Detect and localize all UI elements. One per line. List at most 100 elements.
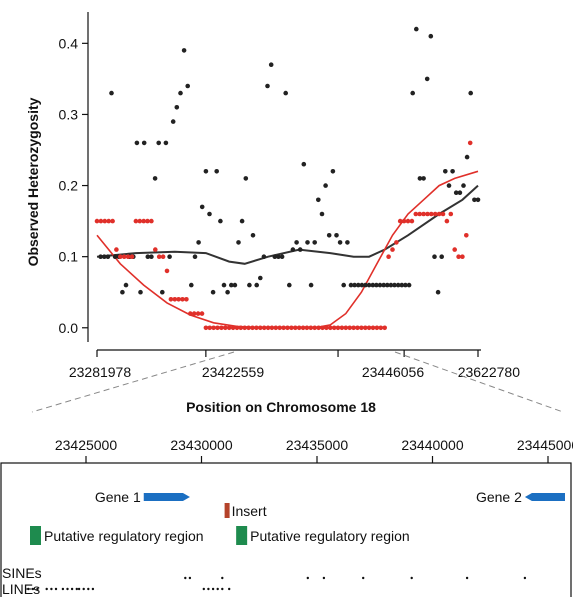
regulatory-region-2-label: Putative regulatory region [250,528,410,544]
line-mark [61,587,65,591]
black-point [403,282,408,288]
sine-mark [322,576,326,580]
black-trend-line [96,184,479,265]
black-point [178,90,183,96]
red-point [273,325,279,331]
red-point [219,325,224,331]
red-point [207,325,212,331]
region-tick-label: 23440000 [401,437,464,453]
zoom-connector-left [31,351,235,413]
red-point [129,254,135,259]
red-point [324,325,329,331]
x-axis-ticks: 23281978 23422559 23446056 23622780 [69,350,520,380]
red-point [401,218,407,224]
red-point [382,325,388,331]
region-frame [0,462,572,597]
sine-mark [184,576,187,580]
red-point [153,247,158,252]
black-point [185,83,190,89]
region-tick-label: 23425000 [55,437,118,453]
gene-2: Gene 2 [476,489,565,505]
black-point [385,282,390,288]
gene-1-arrow [143,493,190,501]
line-mark [82,587,85,591]
sines-track-label: SINEs [2,565,42,581]
black-point [152,176,158,181]
red-point [281,325,286,331]
black-point [160,289,165,295]
black-point [297,247,303,252]
black-point [410,90,416,96]
red-point [363,325,368,331]
red-point [320,325,325,331]
black-point [229,282,234,288]
red-point [265,325,271,331]
black-point [239,218,245,224]
red-point [160,254,166,259]
black-point [377,282,383,288]
line-mark [31,587,35,591]
x-tick-label: 23422559 [202,364,265,380]
black-point [167,254,172,259]
red-point [460,254,465,259]
red-point [137,218,143,224]
black-point [457,190,463,195]
y-axis-title: Observed Heterozygosity [25,97,41,266]
black-point [432,254,437,259]
red-point [184,297,189,302]
red-point [425,211,430,217]
black-point [366,282,372,288]
line-mark [50,587,53,591]
black-point [421,176,426,181]
black-point [395,282,401,288]
region-axis-ticks: 23425000 23430000 23435000 23440000 23445000 [55,437,573,463]
black-point [406,282,412,288]
black-point [439,254,445,259]
red-point [293,325,298,331]
sines-marks [184,576,527,580]
black-point [250,233,256,238]
black-point [134,140,140,146]
red-point [195,311,201,316]
black-point [323,183,328,188]
red-point [347,325,353,331]
black-point [435,289,441,295]
y-tick-label: 0.2 [59,178,79,194]
gene-1: Gene 1 [95,489,190,505]
sine-mark [523,576,527,580]
region-tick-label: 23445000 [517,437,573,453]
region-tick-label: 23430000 [170,437,233,453]
red-point [176,297,181,302]
black-point [247,282,252,288]
sine-mark [465,576,469,580]
regulatory-region-1-label: Putative regulatory region [44,528,204,544]
red-point [304,325,310,331]
black-point [174,105,180,110]
lines-marks [27,587,231,591]
red-point [429,211,434,217]
line-mark [70,587,74,591]
black-point [123,282,129,288]
black-point [392,282,397,288]
x-tick-label: 23446056 [362,364,425,380]
red-point [343,325,349,331]
red-point [370,325,376,331]
sine-mark [410,576,413,580]
black-point [374,282,379,288]
x-axis-title: Position on Chromosome 18 [186,399,376,415]
red-point [125,254,131,259]
red-point [238,325,244,331]
regulatory-region-2: Putative regulatory region [236,526,410,545]
red-point [188,311,193,316]
black-point [196,240,201,245]
line-mark [202,587,205,591]
red-point [246,325,251,331]
black-point [312,240,318,245]
zoom-connector [31,351,564,413]
red-point [234,325,240,331]
black-point [468,90,474,96]
red-point [421,211,426,217]
y-tick-label: 0.0 [59,320,79,336]
red-point [98,218,104,224]
